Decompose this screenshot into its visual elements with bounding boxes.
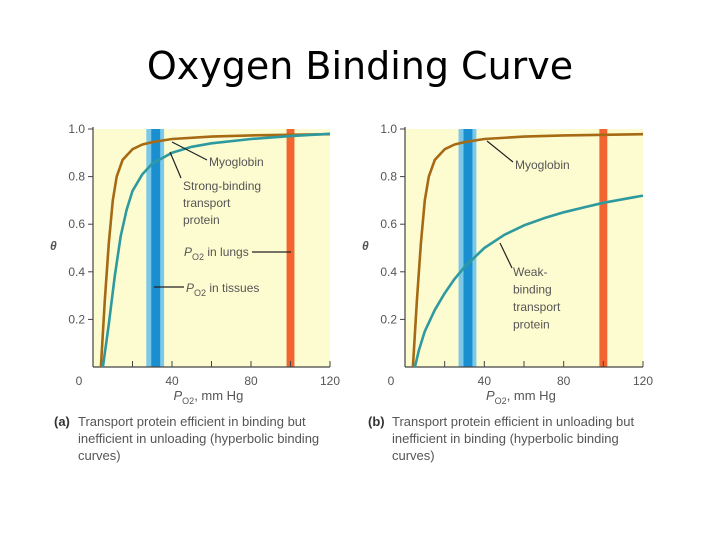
annotation-label: transport [513, 300, 561, 314]
caption-a-line: Transport protein efficient in binding b… [78, 414, 306, 429]
caption-a: (a) Transport protein efficient in bindi… [54, 413, 320, 464]
annotation-label: Myoglobin [515, 158, 570, 172]
annotation-label: Weak- [513, 265, 547, 279]
x-tick-label: 80 [557, 374, 571, 388]
series-myoglobin [411, 132, 644, 368]
caption-a-line: inefficient in unloading (hyperbolic bin… [78, 431, 320, 446]
band-tissues-core [463, 129, 473, 367]
series-myoglobin [99, 132, 331, 368]
x-tick-label: 0 [388, 374, 395, 388]
caption-b-line: Transport protein efficient in unloading… [392, 414, 635, 429]
x-axis-label: PO2, mm Hg [486, 388, 556, 406]
band-tissues-core [151, 129, 161, 367]
series-strong-binding-transport-protein [101, 132, 331, 368]
annotation-label: transport [183, 196, 231, 210]
y-tick-label: 0.6 [68, 217, 85, 231]
band-lungs [599, 129, 608, 367]
y-tick-label: 0.8 [68, 170, 85, 184]
y-tick-label: 0.4 [380, 265, 397, 279]
y-tick-label: 0.4 [68, 265, 85, 279]
caption-b: (b) Transport protein efficient in unloa… [368, 413, 635, 464]
annotation-leader [499, 242, 513, 269]
annotation-label: PO2 in lungs [184, 245, 249, 262]
chart-a: 0.2 0.4 0.6 0.8 1.0 0 40 80 120 PO2, mm Hg θ Myoglo… [50, 122, 340, 406]
annotation-leader [486, 140, 514, 163]
chart-b: 0.2 0.4 0.6 0.8 1.0 0 40 80 120 PO2, mm Hg θ Myoglo… [362, 122, 653, 406]
caption-a-line: curves) [78, 448, 121, 463]
caption-b-label: (b) [368, 414, 385, 429]
x-tick-label: 80 [244, 374, 258, 388]
annotation-label: Myoglobin [209, 155, 264, 169]
annotation-leader [169, 151, 182, 179]
y-tick-label: 0.2 [68, 312, 85, 326]
caption-b-line: inefficient in binding (hyperbolic bindi… [392, 431, 619, 446]
x-tick-label: 0 [76, 374, 83, 388]
series-weak-binding-transport-protein [413, 194, 644, 368]
y-tick-label: 0.8 [380, 170, 397, 184]
annotation-leader [171, 141, 208, 161]
y-tick-label: 0.6 [380, 217, 397, 231]
y-tick-label: 0.2 [380, 312, 397, 326]
annotation-label: PO2 in tissues [186, 281, 259, 298]
y-axis-label: θ [50, 239, 57, 253]
annotation-label: binding [513, 283, 552, 297]
x-tick-label: 40 [478, 374, 492, 388]
x-tick-label: 120 [320, 374, 340, 388]
y-axis-label: θ [362, 239, 369, 253]
caption-a-label: (a) [54, 414, 70, 429]
slide-title: Oxygen Binding Curve [146, 44, 574, 88]
x-tick-label: 120 [633, 374, 653, 388]
y-tick-label: 1.0 [68, 122, 85, 136]
x-axis-label: PO2, mm Hg [174, 388, 244, 406]
annotation-label: protein [513, 318, 550, 332]
band-lungs [286, 129, 295, 367]
x-tick-label: 40 [165, 374, 179, 388]
y-tick-label: 1.0 [380, 122, 397, 136]
annotation-label: protein [183, 213, 220, 227]
caption-b-line: curves) [392, 448, 435, 463]
annotation-label: Strong-binding [183, 179, 261, 193]
